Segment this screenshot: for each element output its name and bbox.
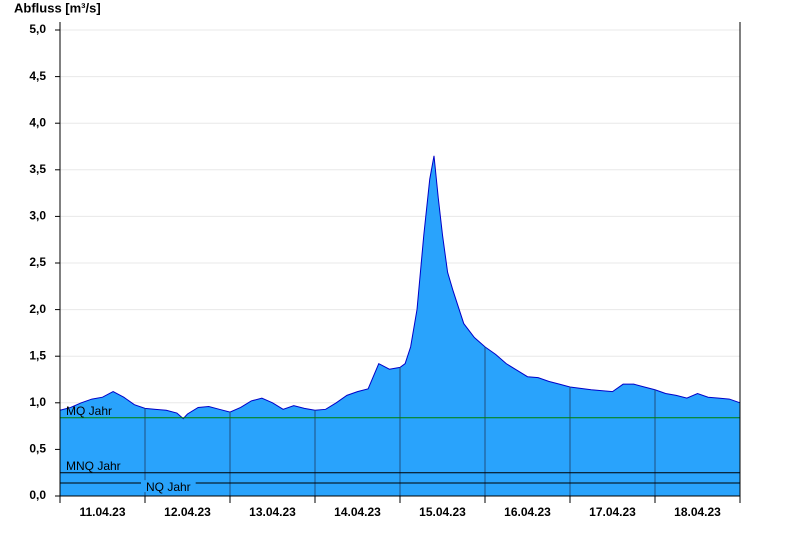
y-tick-label: 4,5: [29, 69, 46, 83]
y-tick-label: 2,5: [29, 255, 46, 269]
x-tick-label: 17.04.23: [589, 505, 636, 519]
y-tick-label: 1,0: [29, 395, 46, 409]
x-tick-label: 15.04.23: [419, 505, 466, 519]
reference-label: NQ Jahr: [146, 480, 191, 494]
y-tick-label: 3,0: [29, 209, 46, 223]
y-tick-label: 5,0: [29, 22, 46, 36]
x-tick-label: 14.04.23: [334, 505, 381, 519]
y-tick-label: 3,5: [29, 162, 46, 176]
y-tick-label: 4,0: [29, 115, 46, 129]
y-tick-label: 0,5: [29, 442, 46, 456]
y-tick-label: 0,0: [29, 488, 46, 502]
x-tick-label: 18.04.23: [674, 505, 721, 519]
y-tick-label: 1,5: [29, 348, 46, 362]
y-axis-title: Abfluss [m³/s]: [14, 0, 101, 15]
y-tick-label: 2,0: [29, 302, 46, 316]
x-tick-label: 16.04.23: [504, 505, 551, 519]
x-tick-label: 11.04.23: [79, 505, 125, 519]
label-background: [141, 480, 196, 493]
x-tick-label: 13.04.23: [249, 505, 296, 519]
reference-label: MNQ Jahr: [66, 459, 121, 473]
reference-label: MQ Jahr: [66, 404, 112, 418]
area-line: [59, 155, 741, 420]
x-tick-label: 12.04.23: [164, 505, 211, 519]
